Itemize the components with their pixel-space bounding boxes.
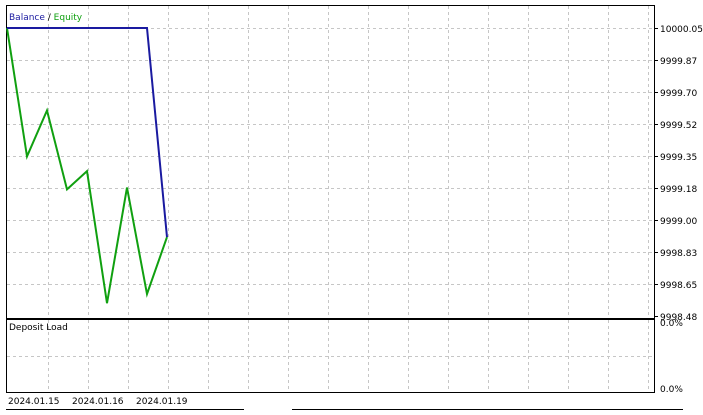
legend: Balance / Equity <box>9 13 83 23</box>
y-tick-label: 9999.70 <box>660 89 697 99</box>
y-tick-label: 9999.35 <box>660 153 697 163</box>
y-tick-label: 9998.83 <box>660 249 697 259</box>
deposit-load-title: Deposit Load <box>9 323 68 333</box>
y-tick-label: 10000.05 <box>660 25 703 35</box>
x-tick-label: 2024.01.15 <box>8 397 60 407</box>
legend-balance-label: Balance <box>9 13 45 23</box>
y-tick-label: 9999.18 <box>660 185 697 195</box>
y-tick-label: 9999.87 <box>660 57 697 67</box>
main-pane-border <box>6 5 655 319</box>
y-tick-label: 9998.65 <box>660 281 697 291</box>
sub-y-tick-label: 0.0% <box>660 319 683 329</box>
equity-series-line <box>6 27 168 304</box>
y-tick-label: 9999.00 <box>660 217 697 227</box>
y-tick-label: 9999.52 <box>660 121 697 131</box>
legend-separator: / <box>45 13 54 23</box>
sub-y-tick-label: 0.0% <box>660 385 683 395</box>
balance-series-line <box>7 27 168 238</box>
x-tick-label: 2024.01.16 <box>72 397 124 407</box>
sub-pane-border <box>6 319 655 393</box>
y-tick-label: 9998.48 <box>660 313 697 323</box>
legend-equity-label: Equity <box>54 13 83 23</box>
x-tick-label: 2024.01.19 <box>136 397 188 407</box>
